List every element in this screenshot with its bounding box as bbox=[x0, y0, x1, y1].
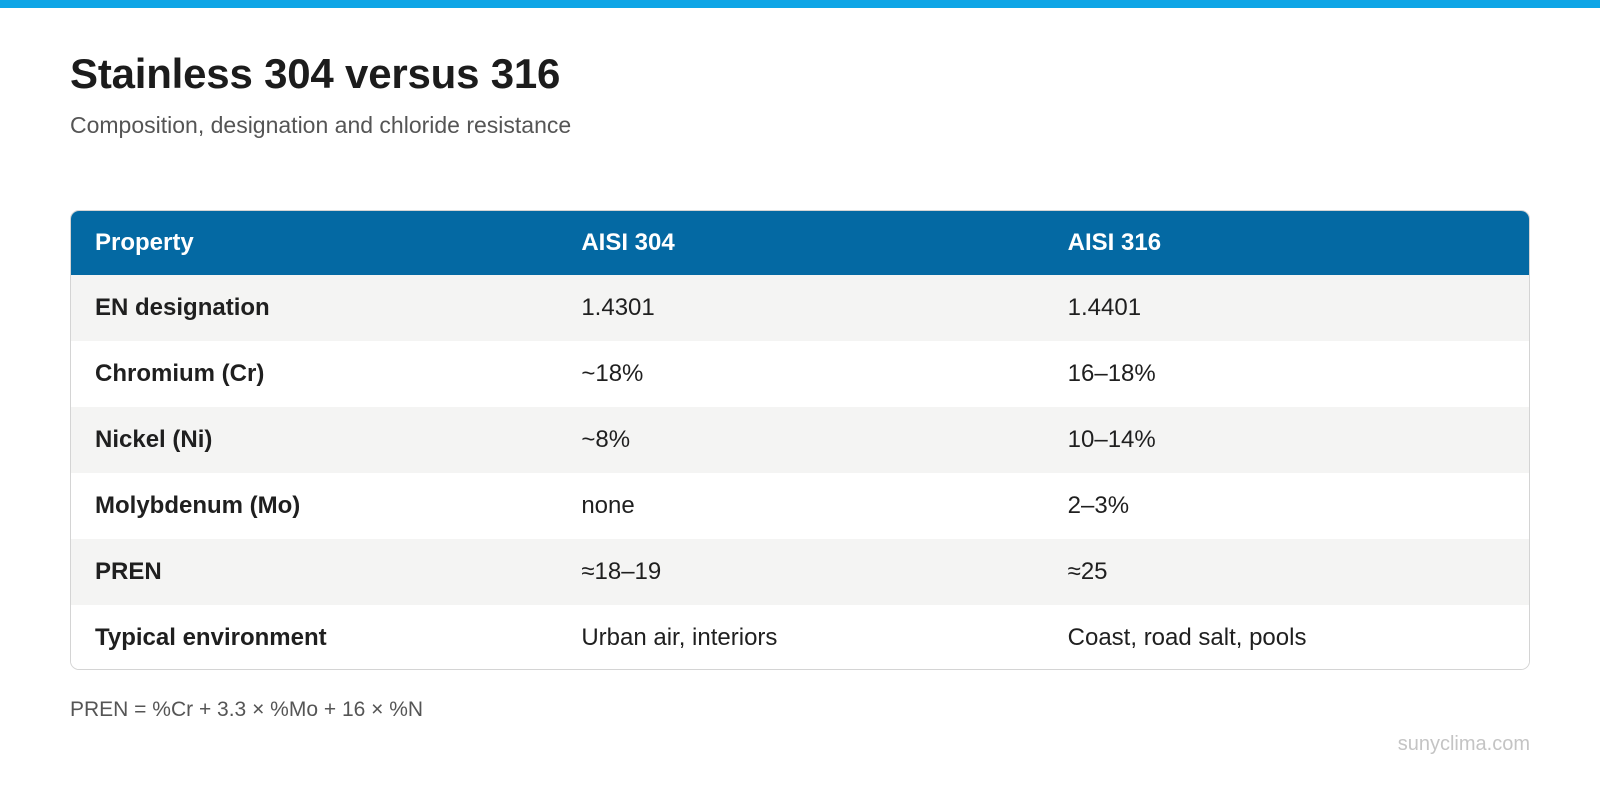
table-header-row: Property AISI 304 AISI 316 bbox=[71, 211, 1529, 275]
row-property: Chromium (Cr) bbox=[95, 360, 265, 387]
table-row: Chromium (Cr) ~18% 16–18% bbox=[71, 341, 1529, 407]
top-accent-bar bbox=[0, 0, 1600, 8]
table-row: PREN ≈18–19 ≈25 bbox=[71, 539, 1529, 605]
row-property: PREN bbox=[95, 558, 162, 585]
row-value-304: ~8% bbox=[581, 426, 631, 453]
row-value-316: 10–14% bbox=[1067, 426, 1156, 453]
row-value-304: none bbox=[581, 492, 635, 519]
comparison-table: Property AISI 304 AISI 316 EN designatio… bbox=[70, 210, 1530, 670]
table-row: Nickel (Ni) ~8% 10–14% bbox=[71, 407, 1529, 473]
page-subtitle: Composition, designation and chloride re… bbox=[70, 112, 572, 138]
table-row: Typical environment Urban air, interiors… bbox=[71, 605, 1529, 669]
row-property: EN designation bbox=[95, 294, 270, 321]
row-value-316: ≈25 bbox=[1067, 558, 1108, 585]
page-title: Stainless 304 versus 316 bbox=[70, 50, 561, 97]
row-property: Nickel (Ni) bbox=[95, 426, 213, 453]
column-header-aisi-316: AISI 316 bbox=[1067, 229, 1162, 256]
row-value-304: ~18% bbox=[581, 360, 644, 387]
row-property: Molybdenum (Mo) bbox=[95, 492, 301, 519]
row-value-304: 1.4301 bbox=[581, 294, 655, 321]
row-value-316: 2–3% bbox=[1067, 492, 1130, 519]
column-header-aisi-304: AISI 304 bbox=[581, 229, 675, 256]
table-row: Molybdenum (Mo) none 2–3% bbox=[71, 473, 1529, 539]
row-value-316: 16–18% bbox=[1067, 360, 1156, 387]
column-header-property: Property bbox=[95, 229, 194, 256]
site-watermark: sunyclima.com bbox=[1397, 733, 1530, 755]
row-value-304: ≈18–19 bbox=[581, 558, 662, 585]
row-property: Typical environment bbox=[95, 624, 327, 651]
pren-formula-note: PREN = %Cr + 3.3 × %Mo + 16 × %N bbox=[70, 698, 424, 721]
row-value-304: Urban air, interiors bbox=[581, 624, 778, 651]
row-value-316: Coast, road salt, pools bbox=[1067, 624, 1307, 651]
row-value-316: 1.4401 bbox=[1067, 294, 1142, 321]
table-row: EN designation 1.4301 1.4401 bbox=[71, 275, 1529, 341]
